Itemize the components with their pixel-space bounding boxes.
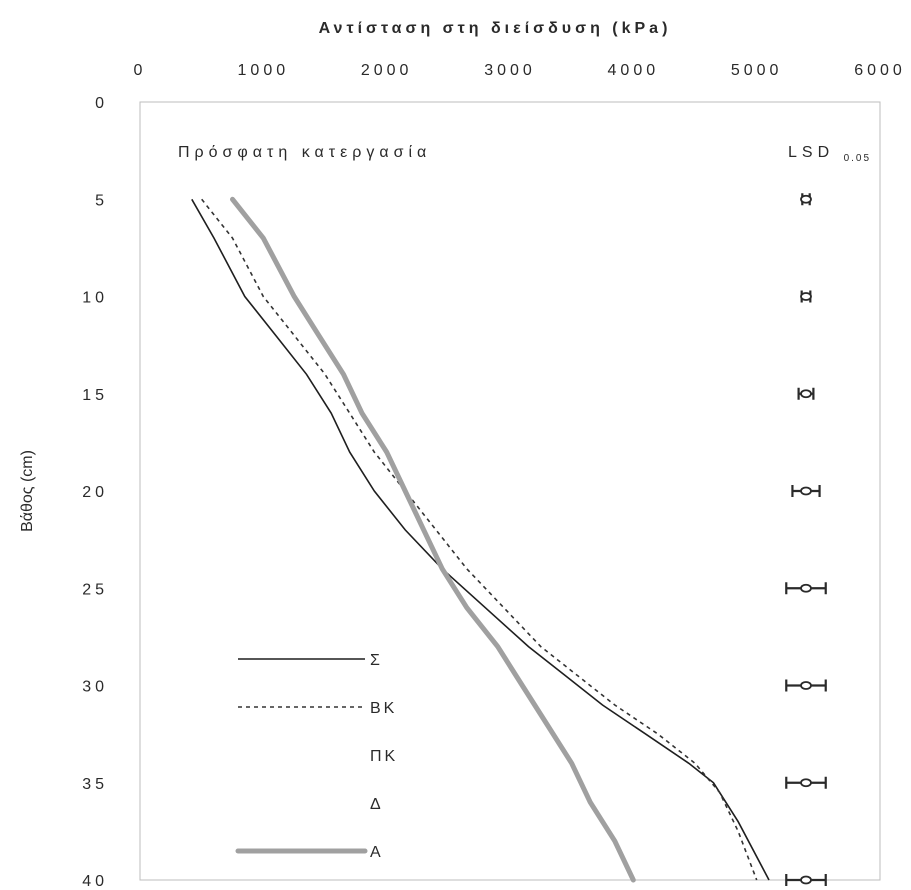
x-tick-labels: 0 1000 2000 3000 4000 5000 6000 (134, 62, 906, 79)
legend-label: Δ (370, 796, 384, 813)
legend-label: ΠΚ (370, 748, 398, 765)
lsd-bar (785, 582, 827, 595)
legend-item: ΒΚ (238, 700, 397, 717)
lsd-bar (785, 679, 827, 692)
x-tick-label: 2000 (361, 62, 413, 79)
x-tick-label: 0 (134, 62, 147, 79)
y-tick-label: 35 (82, 776, 108, 793)
lsd-bar (791, 485, 821, 497)
lsd-bar (785, 874, 827, 886)
x-tick-label: 1000 (238, 62, 290, 79)
lsd-label-sub: 0.05 (844, 153, 871, 164)
legend: Σ ΒΚ ΠΚ Δ Α (235, 652, 398, 861)
y-tick-label: 30 (82, 679, 108, 696)
series-line-Σ (191, 198, 770, 881)
chart-annotation: Πρόσφατη κατεργασία (178, 144, 431, 161)
y-tick-label: 10 (82, 290, 108, 307)
y-axis-title: Βάθος (cm) (19, 450, 36, 532)
series-line-ΒΚ (201, 198, 758, 881)
y-tick-label: 25 (82, 581, 108, 598)
lsd-bar (800, 193, 812, 206)
x-tick-label: 4000 (608, 62, 660, 79)
lsd-bar (797, 387, 815, 400)
legend-item: Α (235, 844, 384, 861)
legend-item: Σ (238, 652, 383, 669)
y-tick-label: 20 (82, 484, 108, 501)
lsd-label-main: LSD (788, 144, 834, 161)
legend-item: Δ (370, 796, 384, 813)
y-tick-label: 40 (82, 873, 108, 890)
x-tick-label: 5000 (731, 62, 783, 79)
legend-label: Σ (370, 652, 383, 669)
y-tick-label: 5 (95, 192, 108, 209)
y-tick-label: 15 (82, 387, 108, 404)
plot-area (139, 101, 881, 881)
x-tick-label: 6000 (854, 62, 906, 79)
y-tick-label: 0 (95, 95, 108, 112)
x-axis-title: Αντίσταση στη διείσδυση (kPa) (319, 20, 672, 37)
legend-item: ΠΚ (370, 748, 398, 765)
y-tick-labels: 0 5 10 15 20 25 30 35 40 (82, 95, 108, 890)
lsd-error-bars (785, 193, 827, 886)
x-tick-label: 3000 (484, 62, 536, 79)
lsd-bar (785, 776, 827, 789)
series-line-Α (230, 196, 636, 883)
lsd-label: LSD 0.05 (788, 144, 871, 164)
legend-label: ΒΚ (370, 700, 397, 717)
lsd-bar (800, 290, 812, 303)
legend-label: Α (370, 844, 384, 861)
series-lines (191, 196, 770, 883)
